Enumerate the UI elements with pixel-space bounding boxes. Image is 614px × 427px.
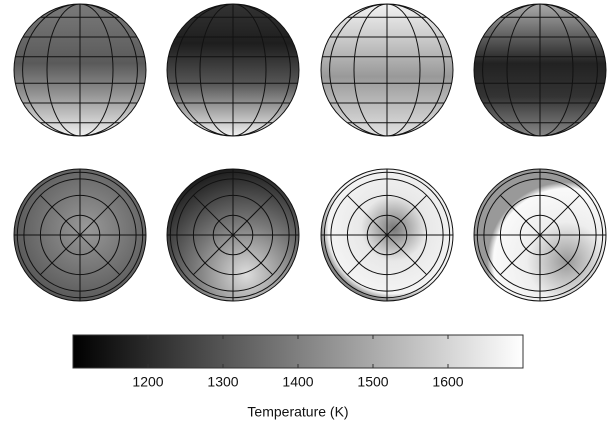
- colorbar-tick-label: 1300: [207, 374, 238, 390]
- colorbar: [72, 334, 524, 369]
- globe-bottom: [473, 168, 607, 302]
- meridian: [22, 4, 138, 136]
- globe-edge: [473, 3, 607, 137]
- colorbar-tick-label: 1500: [357, 374, 388, 390]
- colorbar-tick-label: 1200: [132, 374, 163, 390]
- grid: [14, 4, 146, 136]
- globe-top: [320, 3, 454, 137]
- meridian: [329, 4, 445, 136]
- globe-edge: [473, 168, 607, 302]
- globe-top: [473, 3, 607, 137]
- colorbar-tick-label: 1400: [282, 374, 313, 390]
- globes: [13, 3, 607, 302]
- globe-bottom: [13, 168, 147, 302]
- globe-top: [13, 3, 147, 137]
- globe-edge: [320, 168, 454, 302]
- meridian: [353, 4, 421, 136]
- globe-edge: [166, 168, 300, 302]
- globe-bottom: [320, 168, 454, 302]
- globe-edge: [13, 3, 147, 137]
- globe-bottom: [166, 168, 300, 302]
- meridian: [482, 4, 598, 136]
- globe-top: [166, 3, 300, 137]
- meridian: [46, 4, 114, 136]
- globe-edge: [320, 3, 454, 137]
- colorbar-tick-label: 1600: [432, 374, 463, 390]
- colorbar-label: Temperature (K): [247, 404, 348, 420]
- meridian: [175, 4, 291, 136]
- meridian: [506, 4, 574, 136]
- meridian: [199, 4, 267, 136]
- globe-edge: [166, 3, 300, 137]
- globe-edge: [13, 168, 147, 302]
